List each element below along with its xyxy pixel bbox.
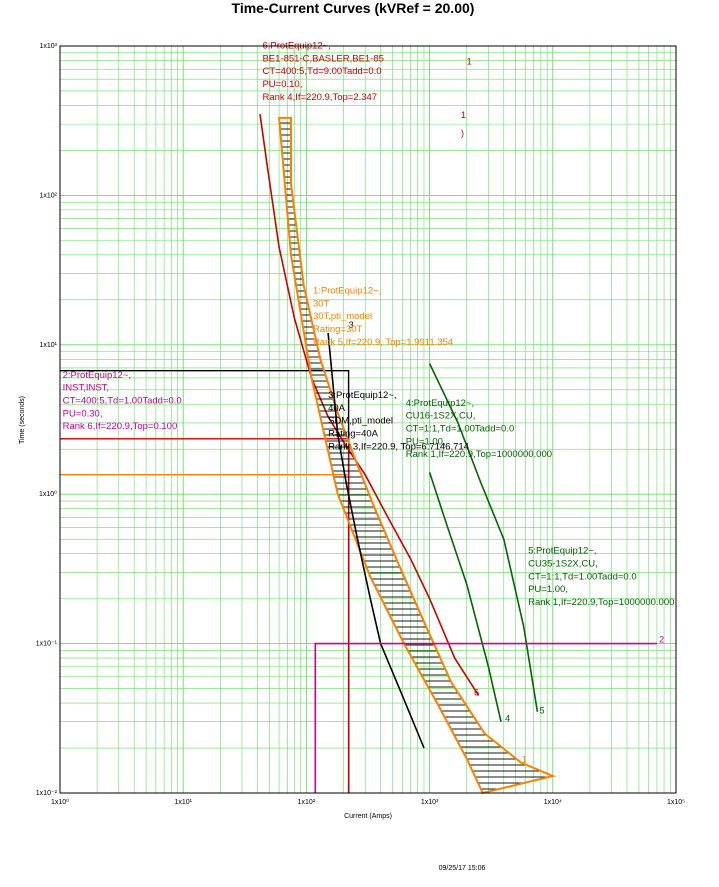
curve-2: [314, 642, 657, 793]
annotation-block: 1:ProtEquip12~,30T 30T,pti_model Rating=30…: [313, 286, 453, 348]
curve-label: 1: [467, 57, 472, 67]
y-tick-label: 1x10⁻²: [36, 790, 58, 797]
annotation-line: 30T: [313, 298, 330, 309]
annotation-line: Rating=30T: [313, 324, 363, 335]
curve-label: 4: [505, 714, 510, 724]
curve-label: 1: [461, 110, 466, 120]
y-tick-label: 1x10¹: [39, 342, 57, 349]
x-tick-label: 1x10²: [298, 799, 316, 806]
annotation-line: Rank 6,If=220.9,Top=0.100: [63, 421, 178, 432]
plot-area: [60, 46, 676, 793]
curves: [259, 113, 657, 795]
annotation-line: 40A: [328, 403, 346, 414]
annotation-line: Rank 1,If=220.9,Top=1000000.000: [406, 449, 552, 460]
annotation-block: 4:ProtEquip12~, CU16-1S2X,CU,CT=1:1,Td=1.…: [406, 398, 552, 460]
annotation-block: 5:ProtEquip12~,CU35-1S2X,CU, CT=1:1,Td=1.…: [528, 546, 674, 608]
annotation-line: Rank 3,If=220.9, Top=6.7146.714: [328, 441, 469, 452]
curve-labels: 1 1) 3 6 4 5 1 2: [349, 57, 665, 765]
y-tick-label: 1x10³: [39, 43, 57, 50]
annotation-line: CT=400:5,Td=1.00Tadd=0.0: [63, 396, 182, 407]
y-axis-label: Time (seconds): [19, 396, 26, 444]
annotation-line: 2:ProtEquip12~,: [63, 370, 131, 381]
curve-label: ): [461, 128, 464, 138]
annotation-line: 5:ProtEquip12~,: [528, 546, 596, 557]
annotation-line: Rating=40A: [328, 428, 379, 439]
annotation-line: 1:ProtEquip12~,: [313, 286, 381, 297]
annotation-line: Rank 1,If=220.9,Top=1000000.000: [528, 597, 674, 608]
x-tick-label: 1x10³: [421, 799, 439, 806]
x-tick-label: 1x10⁰: [51, 798, 69, 806]
annotation-line: PU=0.30,: [63, 408, 103, 419]
annotation-line: INST,INST,: [63, 383, 109, 394]
annotation-block: 2:ProtEquip12~, INST,INST, CT=400:5,Td=1.0…: [63, 370, 182, 432]
annotation-line: 3:ProtEquip12~,: [328, 390, 396, 401]
y-tick-label: 1x10⁻¹: [36, 641, 58, 648]
curve-label: 5: [540, 706, 545, 716]
curve-label: 2: [659, 634, 664, 644]
curve-5: [428, 363, 539, 712]
x-tick-label: 1x10⁴: [544, 799, 562, 806]
annotation-line: SDM,pti_model: [328, 416, 393, 427]
annotation-line: CT=1:1,Td=1.00Tadd=0.0: [528, 571, 637, 582]
chart-title: Time-Current Curves (kVRef = 20.00): [232, 0, 475, 16]
annotation-line: CT=1:1,Td=1.00Tadd=0.0: [406, 423, 515, 434]
curve-4: [428, 472, 502, 722]
annotation-line: CU35-1S2X,CU,: [528, 558, 598, 569]
annotation-block: 3:ProtEquip12~, 40A SDM,pti_modelRating=40…: [328, 390, 469, 452]
curve-label: 1: [522, 755, 527, 765]
annotation-line: 4:ProtEquip12~,: [406, 398, 474, 409]
x-axis-label: Current (Amps): [344, 813, 392, 820]
annotation-line: PU=1.00,: [528, 584, 568, 595]
annotation-line: CT=400:5,Td=9.00Tadd=0.0: [262, 66, 381, 77]
timestamp: 09/25/17 15:06: [439, 865, 486, 872]
curve-3: [327, 332, 425, 749]
x-tick-label: 1x10¹: [174, 799, 192, 806]
annotation-line: Rank 5,If=220.9, Top=1.9911.354: [313, 337, 453, 348]
annotation-line: BE1-851-C,BASLER,BE1-85: [262, 53, 383, 64]
y-tick-label: 1x10⁰: [39, 490, 57, 498]
annotation-line: PU=1.00,: [406, 436, 446, 447]
plot-frame: [59, 45, 677, 794]
axis-ticks: 1x10⁰ 1x10¹ 1x10² 1x10³ 1x10⁴ 1x10⁵1x10⁻²1x10…: [36, 43, 685, 806]
grid-lines: [59, 46, 676, 794]
curve-label: 3: [349, 320, 354, 330]
y-tick-label: 1x10²: [39, 192, 57, 199]
annotation-line: PU=0.10,: [262, 79, 302, 90]
curve-label: 6: [474, 687, 479, 697]
x-tick-label: 1x10⁵: [667, 799, 685, 806]
annotation-line: Rank 4,If=220.9,Top=2.347: [262, 92, 377, 103]
annotation-line: CU16-1S2X,CU,: [406, 411, 476, 422]
annotation-line: 30T,pti_model: [313, 311, 372, 322]
